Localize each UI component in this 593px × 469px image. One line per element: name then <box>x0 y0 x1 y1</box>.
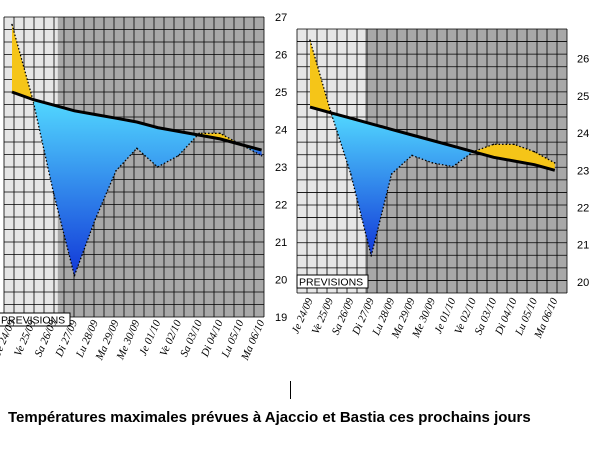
forecast-point <box>260 154 263 157</box>
forecast-point <box>492 143 495 146</box>
below-normal-area <box>331 112 474 256</box>
forecast-point <box>350 173 352 175</box>
forecast-point <box>52 192 55 195</box>
below-normal-area <box>33 99 199 276</box>
forecast-point <box>94 218 96 221</box>
forecast-label-box <box>0 312 71 327</box>
y-tick-label: 19 <box>275 312 287 324</box>
y-tick-label: 25 <box>275 87 287 99</box>
forecast-label-box <box>296 274 369 289</box>
y-tick-label: 20 <box>577 277 589 289</box>
normal-trend-line <box>11 90 262 152</box>
forecast-point <box>219 132 221 135</box>
above-normal-area <box>12 24 34 105</box>
text-cursor <box>290 381 291 399</box>
forecast-point <box>73 274 76 277</box>
y-tick-label: 21 <box>275 237 287 249</box>
forecast-point <box>11 23 13 26</box>
forecast-point <box>115 169 117 172</box>
y-tick-label: 26 <box>275 50 287 62</box>
forecast-point <box>177 154 180 157</box>
forecast-label-text: PREVISIONS <box>299 277 363 289</box>
y-tick-label: 26 <box>577 54 589 66</box>
forecast-point <box>452 165 454 168</box>
y-tick-label: 22 <box>577 202 589 214</box>
forecast-label-text: PREVISIONS <box>1 315 65 327</box>
forecast-label: PREVISIONS <box>0 312 71 327</box>
y-tick-label: 24 <box>275 125 287 137</box>
y-tick-label: 20 <box>275 275 287 287</box>
normal-trend-line <box>309 105 556 172</box>
forecast-point <box>431 162 434 164</box>
y-tick-label: 27 <box>275 12 287 24</box>
forecast-point <box>533 150 536 153</box>
forecast-point <box>370 255 373 257</box>
above-normal-area <box>310 40 332 115</box>
forecast-point <box>136 147 138 150</box>
y-tick-label: 25 <box>577 91 589 103</box>
forecast-point <box>156 166 159 168</box>
forecast-point <box>390 173 393 175</box>
figure-caption: Températures maximales prévues à Ajaccio… <box>8 409 531 426</box>
forecast-point <box>513 143 515 146</box>
y-tick-label: 24 <box>577 128 589 140</box>
forecast-point <box>554 162 556 164</box>
y-tick-label: 21 <box>577 240 589 252</box>
forecast-label: PREVISIONS <box>296 274 369 289</box>
y-tick-label: 23 <box>275 162 287 174</box>
forecast-point <box>309 39 311 41</box>
y-tick-label: 22 <box>275 200 287 212</box>
y-tick-label: 23 <box>577 165 589 177</box>
forecast-point <box>411 154 413 157</box>
